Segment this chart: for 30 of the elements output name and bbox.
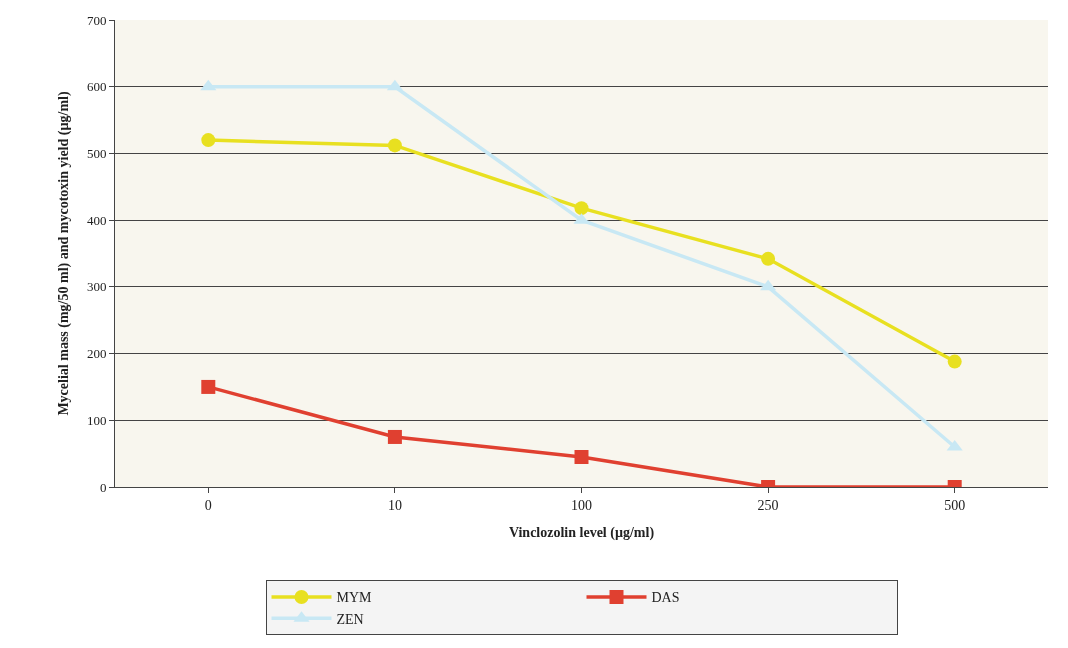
point	[387, 138, 402, 153]
x-tick-label: 500	[944, 497, 966, 513]
x-tick-label: 0	[204, 497, 212, 513]
y-tick-label: 100	[86, 412, 107, 428]
x-tick-label: 100	[571, 497, 592, 513]
point	[386, 79, 403, 91]
y-tick-label: 600	[86, 79, 107, 95]
point	[387, 429, 402, 444]
point	[947, 354, 962, 369]
x-tick-label: 10	[387, 497, 402, 513]
point	[946, 439, 963, 451]
y-tick-label: 700	[86, 12, 107, 28]
legend-label: DAS	[651, 590, 680, 606]
point	[201, 379, 216, 394]
x-axis-title: Vinclozolin level (µg/ml)	[508, 525, 655, 542]
x-tick-label: 250	[757, 497, 779, 513]
point	[760, 279, 777, 291]
point	[761, 251, 776, 266]
y-tick-label: 0	[99, 479, 107, 495]
y-tick-label: 500	[86, 145, 107, 161]
y-tick-label: 300	[86, 279, 107, 295]
y-axis-title: Mycelial mass (mg/50 ml) and mycotoxin yield (µg/ml)	[55, 91, 72, 416]
point	[201, 133, 216, 148]
point	[574, 449, 589, 464]
point	[574, 201, 589, 216]
y-tick-label: 400	[86, 212, 107, 228]
legend-label: MYM	[336, 590, 373, 606]
point	[200, 79, 217, 91]
y-tick-label: 200	[86, 346, 107, 362]
legend-label: ZEN	[336, 611, 364, 627]
